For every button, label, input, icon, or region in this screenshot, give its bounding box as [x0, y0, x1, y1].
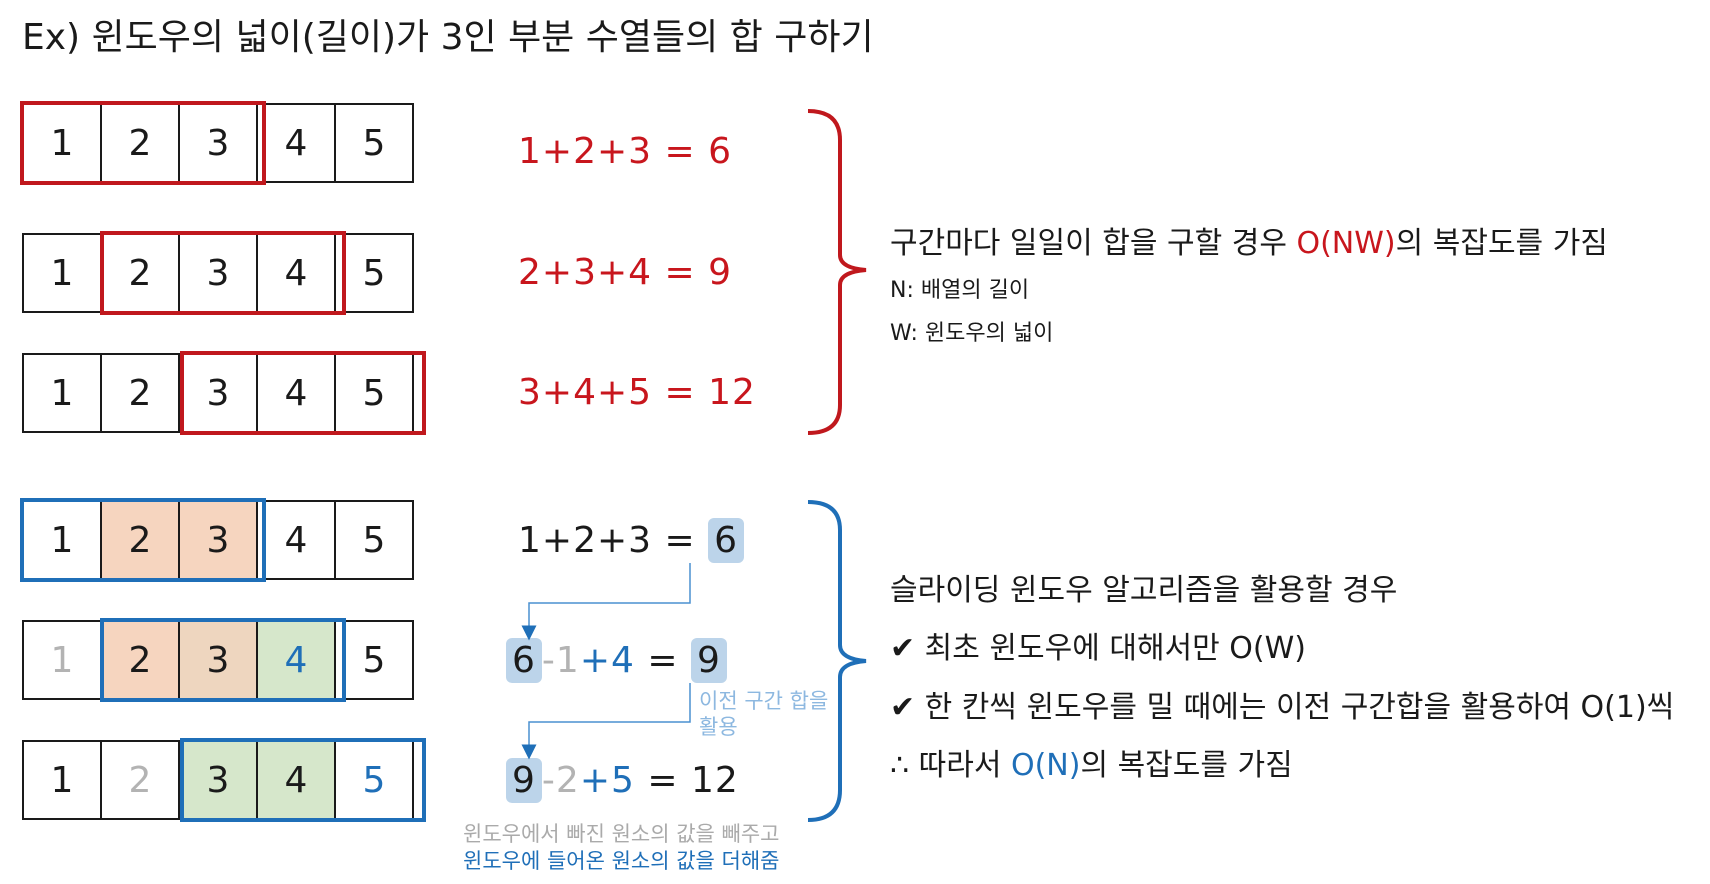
added-term: +5 [579, 760, 635, 801]
array-cell: 3 [178, 740, 258, 820]
window-frame [180, 738, 426, 822]
n-definition: N: 배열의 길이 [890, 278, 1030, 303]
w-definition: W: 윈도우의 넓이 [890, 321, 1054, 346]
array-cell: 4 [256, 740, 336, 820]
window-frame [100, 618, 346, 702]
conclusion: ∴ 따라서 O(N)의 복잡도를 가짐 [890, 740, 1293, 784]
window-frame [20, 101, 266, 185]
equation: 3+4+5 = 12 [518, 372, 756, 413]
array-row-top-3: 1 2 3 4 5 [22, 353, 414, 433]
check-item: ✔ 최초 윈도우에 대해서만 O(W) [890, 631, 1306, 666]
array-cell: 2 [100, 500, 180, 580]
array-row-bottom-3: 1 2 3 4 5 [22, 740, 414, 820]
conclusion-highlight: O(N) [1010, 748, 1081, 783]
added-term: +4 [579, 640, 635, 681]
complexity-suffix: 의 복잡도를 가짐 [1395, 226, 1608, 261]
sum-box: 6 [708, 518, 744, 563]
conclusion-prefix: ∴ 따라서 [890, 748, 1011, 783]
sum-box: 9 [690, 638, 727, 683]
complexity-highlight: O(NW) [1296, 226, 1396, 261]
sum-box: 9 [506, 758, 542, 803]
equals-sign: = [634, 760, 691, 801]
array-cell: 5 [334, 620, 414, 700]
arrow-icon [521, 563, 691, 641]
array-cell: 3 [178, 500, 258, 580]
array-row-top-1: 1 2 3 4 5 [22, 103, 414, 183]
complexity-note: 구간마다 일일이 합을 구할 경우 O(NW)의 복잡도를 가짐 [890, 218, 1608, 262]
side-note-line: 이전 구간 합을 [699, 689, 829, 713]
array-cell: 5 [334, 500, 414, 580]
side-note: 이전 구간 합을 활용 [699, 688, 828, 740]
caption-add: 윈도우에 들어온 원소의 값을 더해줌 [463, 849, 780, 873]
array-row-bottom-1: 1 2 3 4 5 [22, 500, 414, 580]
arrow-icon [521, 683, 691, 760]
right-brace-icon [807, 109, 867, 435]
equation: 9 -2+5 = 12 [506, 758, 739, 803]
right-brace-icon [807, 500, 867, 822]
equation: 1+2+3 = 6 [518, 518, 744, 563]
page-title: Ex) 윈도우의 넓이(길이)가 3인 부분 수열들의 합 구하기 [22, 17, 874, 58]
complexity-prefix: 구간마다 일일이 합을 구할 경우 [890, 226, 1297, 261]
window-frame [20, 498, 266, 582]
equation: 6 -1+4 = 9 [506, 638, 727, 683]
equation: 2+3+4 = 9 [518, 252, 732, 293]
equals-sign: = [634, 640, 691, 681]
equation: 1+2+3 = 6 [518, 131, 732, 172]
conclusion-suffix: 의 복잡도를 가짐 [1080, 748, 1293, 783]
sum-box: 6 [506, 638, 542, 683]
removed-term: -1 [541, 640, 580, 681]
side-note-line: 활용 [699, 715, 738, 739]
array-cell: 5 [334, 103, 414, 183]
check-item: ✔ 한 칸씩 윈도우를 밀 때에는 이전 구간합을 활용하여 O(1)씩 [890, 690, 1675, 725]
sliding-heading: 슬라이딩 윈도우 알고리즘을 활용할 경우 [890, 573, 1398, 608]
caption-subtract: 윈도우에서 빠진 원소의 값을 빼주고 [463, 822, 780, 846]
window-frame [180, 351, 426, 435]
sum-result: 12 [690, 760, 739, 801]
removed-term: -2 [541, 760, 580, 801]
window-frame [100, 231, 346, 315]
array-cell: 5 [334, 233, 414, 313]
equation-prefix: 1+2+3 = [518, 520, 709, 561]
